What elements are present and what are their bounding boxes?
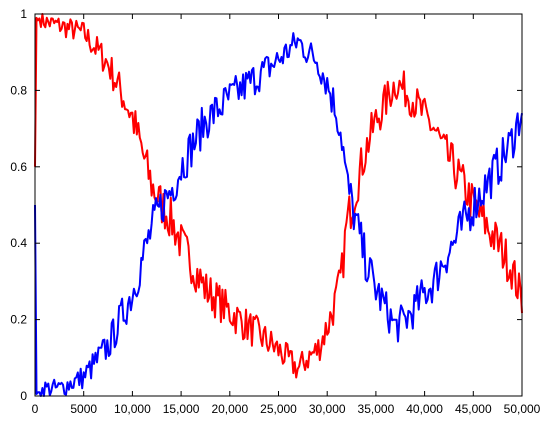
y-tick-label: 0.8 (10, 83, 27, 97)
y-tick-label: 0 (20, 389, 27, 403)
series-line-2 (34, 32, 523, 397)
x-tick-label: 0 (32, 402, 39, 416)
x-tick-label: 20,000 (211, 402, 248, 416)
y-tick-label: 0.4 (10, 236, 27, 250)
x-tick-label: 35,000 (358, 402, 395, 416)
x-tick-label: 25,000 (260, 402, 297, 416)
x-tick-label: 50,000 (504, 402, 541, 416)
x-tick-label: 5000 (70, 402, 97, 416)
x-tick-label: 45,000 (455, 402, 492, 416)
y-tick-label: 0.6 (10, 160, 27, 174)
x-tick-label: 10,000 (114, 402, 151, 416)
x-axis: 0 5000 10,000 15,000 20,000 25,000 30,000 35,00… (32, 14, 541, 416)
series-layer (34, 13, 523, 397)
series-line-1 (34, 13, 523, 379)
x-tick-label: 40,000 (406, 402, 443, 416)
plot-frame (34, 13, 523, 397)
x-tick-label: 30,000 (309, 402, 346, 416)
y-tick-label: 0.2 (10, 313, 27, 327)
y-tick-label: 1 (20, 7, 27, 21)
y-axis: 0 0.2 0.4 0.6 0.8 1 (10, 7, 522, 403)
x-tick-label: 15,000 (163, 402, 200, 416)
